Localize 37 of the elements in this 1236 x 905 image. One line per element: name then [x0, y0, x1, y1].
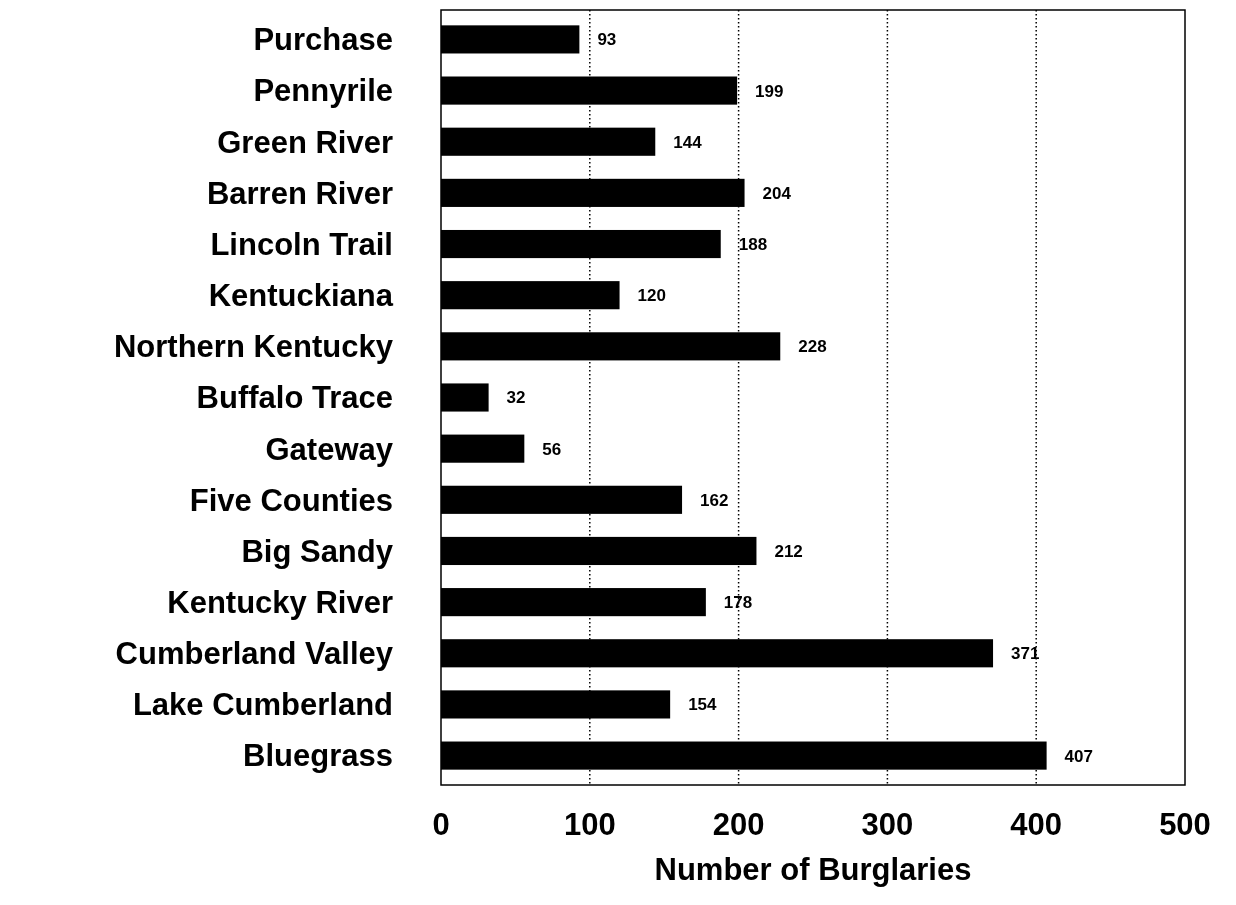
data-label: 212: [774, 541, 803, 561]
y-tick-label: Five Counties: [189, 482, 393, 518]
y-tick-label: Pennyrile: [253, 73, 393, 109]
y-tick-label: Kentuckiana: [208, 278, 394, 314]
data-label: 32: [506, 388, 526, 408]
y-tick-label: Cumberland Valley: [115, 636, 394, 672]
y-tick-label: Kentucky River: [167, 584, 393, 620]
x-tick-label: 500: [1159, 807, 1211, 842]
y-tick-label: Big Sandy: [241, 533, 394, 569]
data-label: 371: [1011, 644, 1040, 664]
data-label: 178: [723, 593, 753, 613]
x-axis-title: Number of Burglaries: [654, 852, 972, 887]
y-tick-label: Buffalo Trace: [196, 380, 393, 416]
y-tick-label: Northern Kentucky: [113, 329, 394, 365]
x-tick-label: 200: [712, 807, 765, 842]
y-tick-label: Gateway: [265, 431, 394, 467]
x-tick-label: 300: [861, 807, 914, 842]
y-tick-label: Lake Cumberland: [132, 687, 393, 723]
data-label: 56: [542, 439, 562, 459]
data-label: 93: [597, 30, 617, 50]
y-tick-label: Green River: [217, 124, 393, 160]
y-tick-label: Lincoln Trail: [210, 226, 393, 262]
x-tick-label: 0: [432, 807, 450, 842]
data-label: 407: [1064, 746, 1093, 766]
data-label: 188: [738, 234, 768, 254]
data-label: 144: [673, 132, 703, 152]
x-tick-label: 100: [563, 807, 616, 842]
y-tick-label: Purchase: [253, 22, 393, 58]
x-tick-label: 400: [1010, 807, 1063, 842]
data-label: 154: [688, 695, 718, 715]
y-tick-label: Bluegrass: [243, 738, 393, 774]
data-label: 228: [798, 337, 827, 357]
data-label: 120: [637, 286, 666, 306]
data-label: 162: [700, 490, 729, 510]
data-label: 199: [755, 81, 784, 101]
data-label: 204: [762, 183, 792, 203]
y-tick-label: Barren River: [206, 175, 393, 211]
